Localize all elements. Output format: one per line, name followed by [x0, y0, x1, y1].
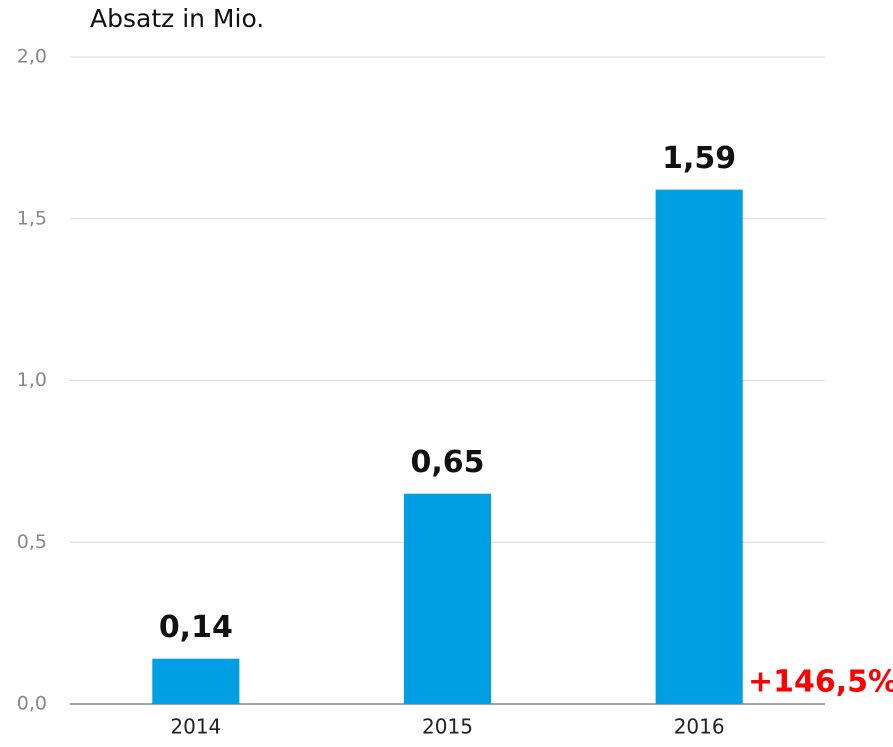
annotation: +146,5%	[748, 665, 893, 700]
value-label: 0,65	[410, 445, 484, 480]
bar	[152, 658, 240, 704]
x-tick-label: 2014	[170, 715, 221, 739]
y-tick-label: 0,0	[17, 693, 47, 715]
y-tick-label: 1,0	[17, 369, 47, 391]
y-tick-label: 1,5	[17, 207, 47, 229]
x-tick-label: 2015	[422, 715, 473, 739]
y-tick-label: 2,0	[17, 46, 47, 68]
x-tick-label: 2016	[674, 715, 725, 739]
y-tick-label: 0,5	[17, 531, 47, 553]
value-label: 1,59	[662, 141, 736, 176]
bar	[403, 493, 492, 704]
bar	[655, 189, 743, 704]
value-label: 0,14	[159, 610, 233, 645]
chart-title: Absatz in Mio.	[90, 4, 264, 33]
